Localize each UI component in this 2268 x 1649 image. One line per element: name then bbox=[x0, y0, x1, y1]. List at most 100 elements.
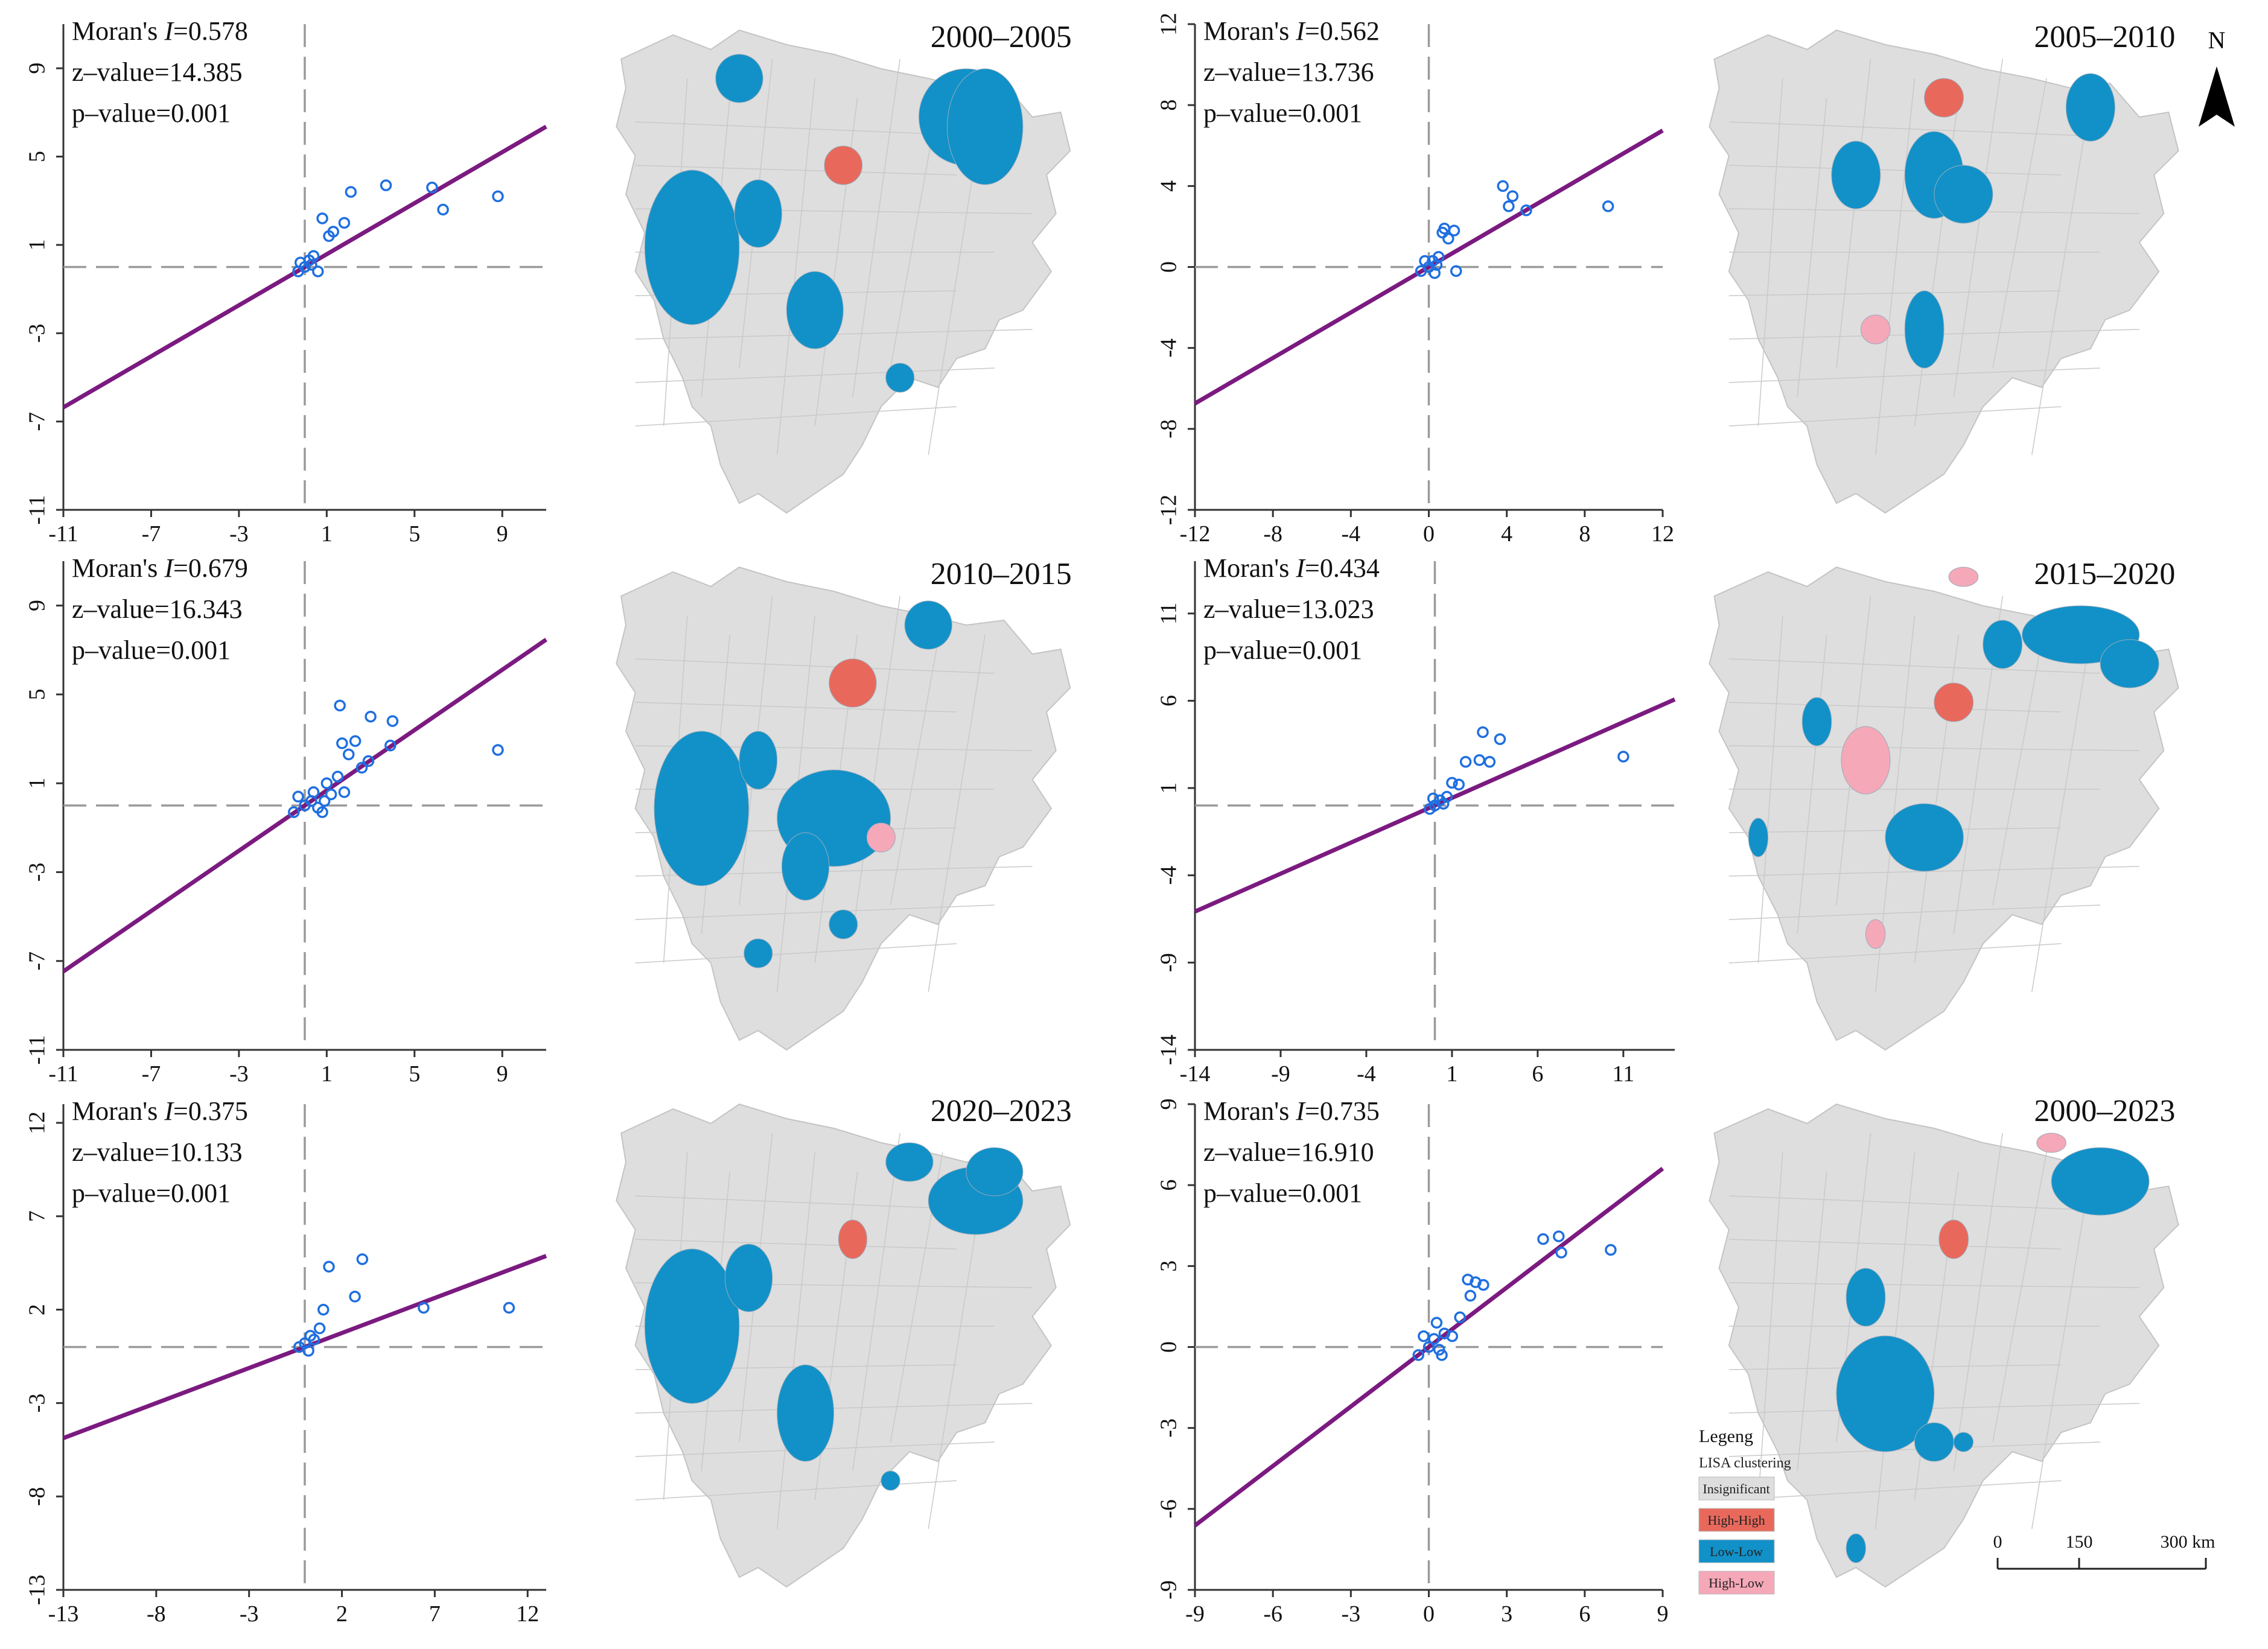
data-point bbox=[1473, 754, 1486, 766]
north-arrow: N bbox=[2199, 27, 2235, 127]
data-point bbox=[1462, 1273, 1474, 1286]
data-point bbox=[320, 777, 333, 789]
data-point bbox=[1617, 751, 1629, 763]
low-low-cluster bbox=[885, 1142, 934, 1182]
data-point bbox=[1459, 755, 1472, 768]
y-tick-label: -12 bbox=[1156, 495, 1182, 526]
low-low-cluster bbox=[1748, 818, 1769, 857]
moran-i-label: Moran's I=0.578 bbox=[72, 16, 248, 46]
low-low-cluster bbox=[947, 68, 1024, 185]
x-tick-label: 8 bbox=[1579, 521, 1590, 547]
county-boundary bbox=[1953, 59, 2003, 398]
data-point bbox=[1429, 267, 1441, 279]
low-low-cluster bbox=[781, 832, 830, 901]
y-tick-label: -11 bbox=[25, 495, 50, 524]
data-point bbox=[1537, 1233, 1549, 1245]
low-low-cluster bbox=[724, 1244, 773, 1312]
x-tick-label: -6 bbox=[1263, 1601, 1282, 1627]
data-point bbox=[418, 1301, 430, 1314]
data-point bbox=[325, 788, 337, 801]
p-value-label: p–value=0.001 bbox=[1203, 1178, 1362, 1208]
y-tick-label: -4 bbox=[1156, 338, 1182, 358]
county-boundary bbox=[1728, 290, 2062, 296]
data-point bbox=[345, 186, 357, 198]
data-point bbox=[426, 182, 438, 194]
data-point bbox=[331, 770, 344, 783]
low-low-cluster bbox=[881, 1470, 900, 1491]
county-boundary bbox=[635, 1480, 957, 1501]
data-point bbox=[1483, 755, 1496, 768]
county-boundary bbox=[635, 1239, 957, 1250]
north-arrow-icon bbox=[2199, 66, 2235, 127]
data-point bbox=[336, 737, 348, 749]
y-tick-label: 1 bbox=[25, 778, 50, 789]
data-point bbox=[334, 699, 346, 712]
data-point bbox=[1494, 733, 1506, 745]
y-tick-label: 6 bbox=[1156, 1180, 1182, 1191]
legend-item-label: Low-Low bbox=[1710, 1544, 1763, 1559]
data-point bbox=[1446, 777, 1458, 789]
county-boundary bbox=[2031, 97, 2091, 456]
x-tick-label: 5 bbox=[409, 1061, 420, 1087]
legend-swatch bbox=[1698, 1476, 1775, 1501]
county-boundary bbox=[2031, 1171, 2091, 1530]
county-boundary bbox=[776, 1152, 816, 1530]
x-tick-label: 9 bbox=[497, 521, 508, 547]
data-point bbox=[380, 179, 392, 191]
county-boundary bbox=[1992, 78, 2047, 369]
province-outline bbox=[1709, 29, 2179, 514]
data-point bbox=[365, 710, 377, 723]
y-tick-label: -8 bbox=[1156, 419, 1182, 439]
y-tick-label: 6 bbox=[1156, 695, 1182, 707]
county-boundary bbox=[2031, 634, 2091, 993]
low-low-cluster bbox=[1904, 290, 1945, 369]
period-title: 2000–2023 bbox=[2034, 1094, 2175, 1128]
y-tick-label: 7 bbox=[25, 1210, 50, 1222]
p-value-label: p–value=0.001 bbox=[1203, 98, 1362, 128]
scale-bar-label: 0 bbox=[1993, 1532, 2002, 1552]
county-boundary bbox=[1797, 1171, 1827, 1472]
y-tick-label: 8 bbox=[1156, 100, 1182, 111]
county-boundary bbox=[635, 406, 957, 427]
y-tick-label: -14 bbox=[1156, 1035, 1182, 1066]
moran-scatterplot-2: -12 -8 -4 0 4 8 12 -12 -8 -4 0 4 8 12 Moran's I=0.562 z… bbox=[1156, 13, 1674, 547]
county-boundary bbox=[1797, 97, 1827, 398]
high-low-cluster bbox=[1948, 567, 1979, 587]
moran-i-label: Moran's I=0.679 bbox=[72, 553, 248, 583]
x-tick-label: -7 bbox=[142, 521, 161, 547]
data-point bbox=[1555, 1247, 1567, 1259]
low-low-cluster bbox=[904, 600, 952, 650]
period-title: 2005–2010 bbox=[2034, 20, 2175, 54]
county-boundary bbox=[635, 165, 957, 176]
z-value-label: z–value=16.343 bbox=[72, 594, 243, 624]
y-tick-label: -7 bbox=[25, 952, 50, 971]
data-point bbox=[307, 786, 320, 798]
y-tick-label: 9 bbox=[1156, 1099, 1182, 1110]
x-tick-label: 0 bbox=[1423, 1601, 1435, 1627]
x-tick-label: 2 bbox=[336, 1601, 348, 1627]
x-tick-label: 1 bbox=[321, 521, 333, 547]
x-tick-label: 1 bbox=[1446, 1061, 1457, 1087]
data-point bbox=[1430, 1317, 1443, 1329]
x-tick-label: 11 bbox=[1613, 1061, 1635, 1087]
data-point bbox=[302, 1344, 314, 1357]
data-point bbox=[312, 265, 324, 278]
y-tick-label: 4 bbox=[1156, 180, 1182, 192]
data-point bbox=[1454, 1311, 1466, 1324]
data-point bbox=[316, 212, 328, 224]
data-point bbox=[1428, 1333, 1440, 1345]
p-value-label: p–value=0.001 bbox=[72, 635, 231, 665]
data-point bbox=[1477, 726, 1489, 739]
period-title: 2010–2015 bbox=[931, 557, 1072, 591]
y-tick-label: -13 bbox=[25, 1575, 50, 1606]
data-point bbox=[323, 230, 335, 243]
legend-item-label: High-High bbox=[1707, 1513, 1765, 1528]
data-point bbox=[1506, 190, 1519, 202]
data-point bbox=[492, 190, 504, 203]
y-tick-label: 3 bbox=[1156, 1260, 1182, 1272]
data-point bbox=[1427, 792, 1439, 805]
z-value-label: z–value=10.133 bbox=[72, 1137, 243, 1167]
county-boundary bbox=[1992, 615, 2047, 906]
x-tick-label: -4 bbox=[1342, 521, 1361, 547]
